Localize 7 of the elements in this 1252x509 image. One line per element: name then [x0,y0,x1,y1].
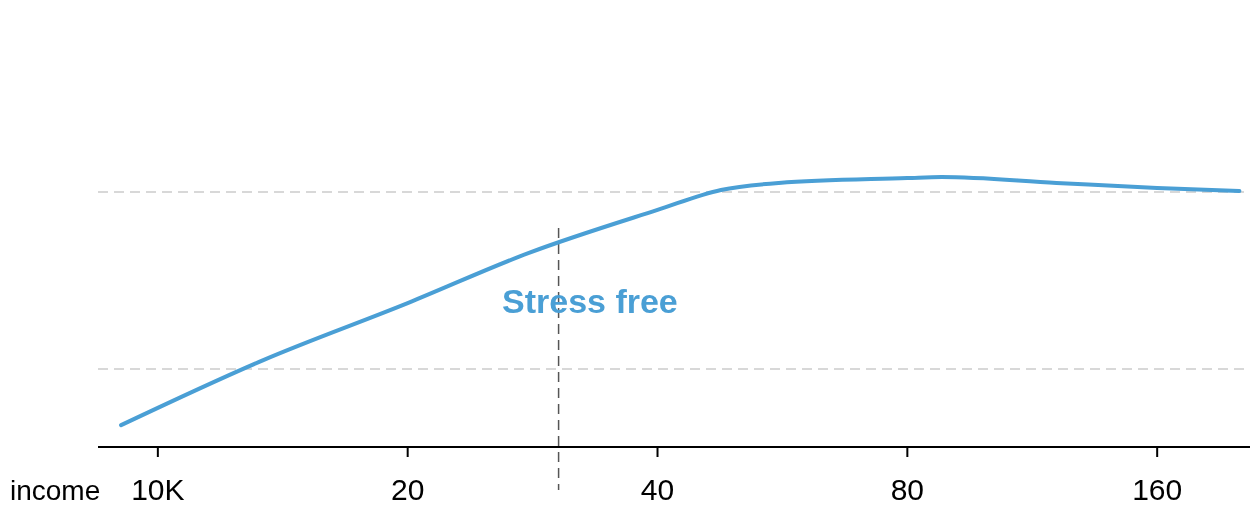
x-tick-label: 40 [640,473,675,506]
x-tick-label: 10K [131,473,185,506]
x-tick-label: 160 [1132,473,1183,506]
x-tick-label: 80 [890,473,925,506]
x-axis-title: income [10,475,101,506]
annotation: Stress free [502,282,678,320]
x-tick-label: 20 [390,473,425,506]
